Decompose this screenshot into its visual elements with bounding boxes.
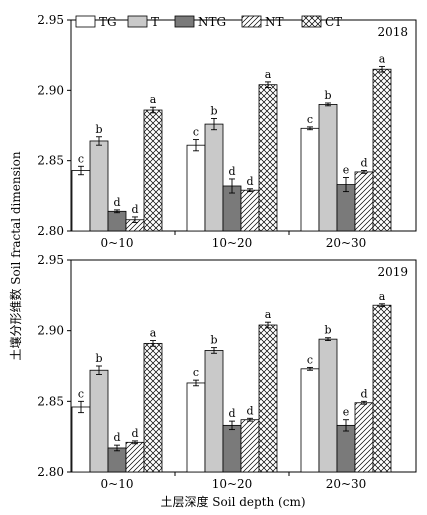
y-tick-label: 2.95 xyxy=(37,13,64,27)
significance-letter: d xyxy=(246,175,253,188)
y-tick-label: 2.85 xyxy=(37,154,64,168)
significance-letter: c xyxy=(78,152,84,165)
bar-ct xyxy=(258,324,278,473)
significance-letter: b xyxy=(95,352,102,365)
panel-2018: 2.802.852.902.950~10 10~20 20~302018cccbbb… xyxy=(37,13,417,250)
y-tick-label: 2.80 xyxy=(37,465,64,479)
bar-tg xyxy=(300,368,320,473)
year-annotation: 2018 xyxy=(377,25,408,39)
significance-letter: c xyxy=(193,366,199,379)
bar-tg xyxy=(300,127,320,232)
y-tick-label: 2.95 xyxy=(37,253,64,267)
significance-letter: a xyxy=(150,327,157,340)
legend-label: NTG xyxy=(198,15,226,29)
significance-letter: d xyxy=(113,431,120,444)
bar-nt xyxy=(125,441,145,473)
legend-swatch-nt xyxy=(241,15,262,28)
significance-letter: a xyxy=(379,290,386,303)
significance-letter: b xyxy=(324,89,331,102)
y-tick-label: 2.90 xyxy=(37,324,64,338)
significance-letter: e xyxy=(343,164,350,177)
bar-ntg xyxy=(336,424,356,473)
bar-tg xyxy=(186,144,206,232)
legend-label: NT xyxy=(265,15,284,29)
significance-letter: c xyxy=(193,126,199,139)
significance-letter: c xyxy=(307,353,313,366)
significance-letter: d xyxy=(131,203,138,216)
bar-nt xyxy=(354,402,374,473)
bar-ntg xyxy=(107,210,127,232)
y-tick-label: 2.80 xyxy=(37,224,64,238)
legend: TG T NTG NT CT xyxy=(75,15,342,29)
x-category-label: 20~30 xyxy=(326,477,367,491)
significance-letter: b xyxy=(210,334,217,347)
significance-letter: d xyxy=(228,407,235,420)
y-axis-label: 土壤分形维数 Soil fractal dimension xyxy=(8,151,23,360)
significance-letter: b xyxy=(95,123,102,136)
legend-swatch-tg xyxy=(75,15,96,28)
panel-2019: 2.80 2.85 2.90 2.95 0~10 10~20 20~30 2019 c c c b b b… xyxy=(37,253,417,491)
legend-swatch-ct xyxy=(301,15,322,28)
significance-letter: b xyxy=(324,324,331,337)
bar-tg xyxy=(71,170,91,232)
significance-letter: a xyxy=(150,93,157,106)
significance-letter: b xyxy=(210,104,217,117)
x-category-label: 10~20 xyxy=(212,477,253,491)
significance-letter: d xyxy=(360,387,367,400)
bar-tg xyxy=(71,406,91,473)
bar-ntg xyxy=(107,447,127,473)
bar-tg xyxy=(186,382,206,473)
bar-ct xyxy=(258,84,278,232)
bar-nt xyxy=(354,171,374,232)
bar-ct xyxy=(372,68,392,232)
bar-t xyxy=(89,140,109,232)
bar-nt xyxy=(240,189,260,232)
significance-letter: a xyxy=(265,68,272,81)
x-category-label: 0~10 xyxy=(101,236,134,250)
bar-t xyxy=(318,104,338,232)
significance-letter: d xyxy=(131,427,138,440)
legend-label: TG xyxy=(99,15,117,29)
x-category-label: 10~20 xyxy=(212,236,253,250)
x-category-label: 0~10 xyxy=(101,477,134,491)
x-axis-label: 土层深度 Soil depth (cm) xyxy=(160,494,305,509)
significance-letter: d xyxy=(113,196,120,209)
significance-letter: a xyxy=(379,52,386,65)
y-tick-label: 2.85 xyxy=(37,394,64,408)
bar-t xyxy=(204,123,224,232)
significance-letter: d xyxy=(228,165,235,178)
bar-t xyxy=(89,369,109,473)
significance-letter: c xyxy=(78,387,84,400)
legend-label: T xyxy=(151,15,159,29)
bar-nt xyxy=(240,419,260,473)
y-tick-label: 2.90 xyxy=(37,83,64,97)
significance-letter: d xyxy=(360,157,367,170)
bar-ct xyxy=(143,342,163,473)
bar-ct xyxy=(372,304,392,473)
bar-ntg xyxy=(222,424,242,473)
legend-swatch-ntg xyxy=(174,15,195,28)
legend-swatch-t xyxy=(127,15,148,28)
significance-letter: c xyxy=(307,113,313,126)
bar-t xyxy=(318,338,338,473)
bar-ct xyxy=(143,109,163,232)
year-annotation: 2019 xyxy=(377,265,408,279)
significance-letter: a xyxy=(265,308,272,321)
significance-letter: e xyxy=(343,406,350,419)
significance-letter: d xyxy=(246,404,253,417)
x-category-label: 20~30 xyxy=(326,236,367,250)
bar-t xyxy=(204,350,224,473)
legend-label: CT xyxy=(325,15,342,29)
